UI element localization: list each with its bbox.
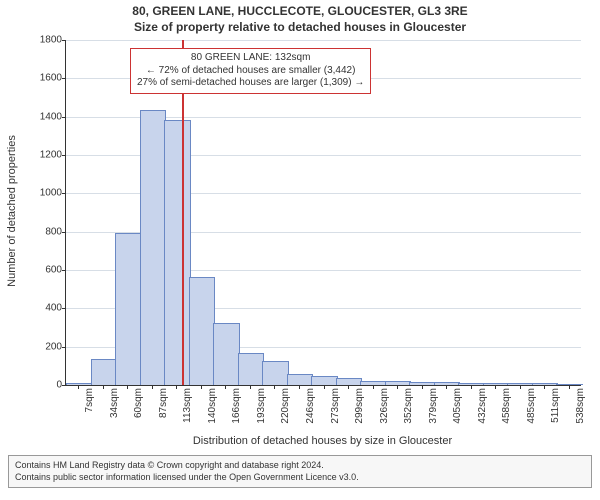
x-tick-label: 246sqm (305, 388, 316, 424)
x-tick-label: 379sqm (428, 388, 439, 424)
y-tick-label: 400 (45, 303, 66, 314)
x-tick-label: 538sqm (575, 388, 586, 424)
callout-line: 80 GREEN LANE: 132sqm (137, 52, 364, 65)
histogram-bar (115, 233, 142, 385)
x-tick-label: 60sqm (133, 388, 144, 418)
y-axis-label: Number of detached properties (6, 111, 18, 311)
y-tick-label: 800 (45, 226, 66, 237)
x-tick-label: 352sqm (403, 388, 414, 424)
y-tick-label: 200 (45, 341, 66, 352)
x-axis-label: Distribution of detached houses by size … (65, 435, 580, 447)
x-tick-label: 87sqm (158, 388, 169, 418)
x-tick-label: 485sqm (526, 388, 537, 424)
y-tick-label: 1600 (40, 73, 66, 84)
histogram-bar (164, 120, 191, 386)
x-tick-label: 140sqm (207, 388, 218, 424)
histogram-bar (311, 376, 338, 385)
callout-line: ← 72% of detached houses are smaller (3,… (137, 65, 364, 78)
histogram-bar (238, 353, 265, 385)
callout-box: 80 GREEN LANE: 132sqm← 72% of detached h… (130, 48, 371, 94)
x-tick-label: 273sqm (330, 388, 341, 424)
x-tick-label: 34sqm (109, 388, 120, 418)
footer-line: Contains HM Land Registry data © Crown c… (15, 460, 585, 472)
x-tick-label: 113sqm (182, 388, 193, 423)
callout-line: 27% of semi-detached houses are larger (… (137, 77, 364, 90)
x-tick-label: 511sqm (550, 388, 561, 423)
x-tick-label: 299sqm (354, 388, 365, 424)
y-tick-label: 1400 (40, 111, 66, 122)
x-tick-label: 326sqm (379, 388, 390, 424)
page-title: 80, GREEN LANE, HUCCLECOTE, GLOUCESTER, … (0, 0, 600, 20)
histogram-bar (336, 378, 363, 385)
x-tick-label: 7sqm (84, 388, 95, 412)
histogram-bar (189, 277, 216, 385)
histogram-bar (140, 110, 167, 385)
x-tick-label: 220sqm (280, 388, 291, 424)
gridline (66, 40, 581, 41)
histogram-bar (287, 374, 314, 385)
x-tick-label: 193sqm (256, 388, 267, 424)
x-tick-label: 166sqm (231, 388, 242, 424)
histogram-bar (262, 361, 289, 385)
attribution-footer: Contains HM Land Registry data © Crown c… (8, 455, 592, 488)
x-tick-label: 432sqm (477, 388, 488, 424)
histogram-bar (213, 323, 240, 385)
y-tick-label: 0 (56, 380, 66, 391)
y-tick-label: 1000 (40, 188, 66, 199)
y-tick-label: 1200 (40, 150, 66, 161)
histogram-bar (66, 383, 93, 385)
page-subtitle: Size of property relative to detached ho… (0, 20, 600, 36)
x-tick-label: 405sqm (452, 388, 463, 424)
y-tick-label: 600 (45, 265, 66, 276)
y-tick-label: 1800 (40, 35, 66, 46)
footer-line: Contains public sector information licen… (15, 472, 585, 484)
histogram-bar (91, 359, 118, 385)
x-tick-label: 458sqm (501, 388, 512, 424)
